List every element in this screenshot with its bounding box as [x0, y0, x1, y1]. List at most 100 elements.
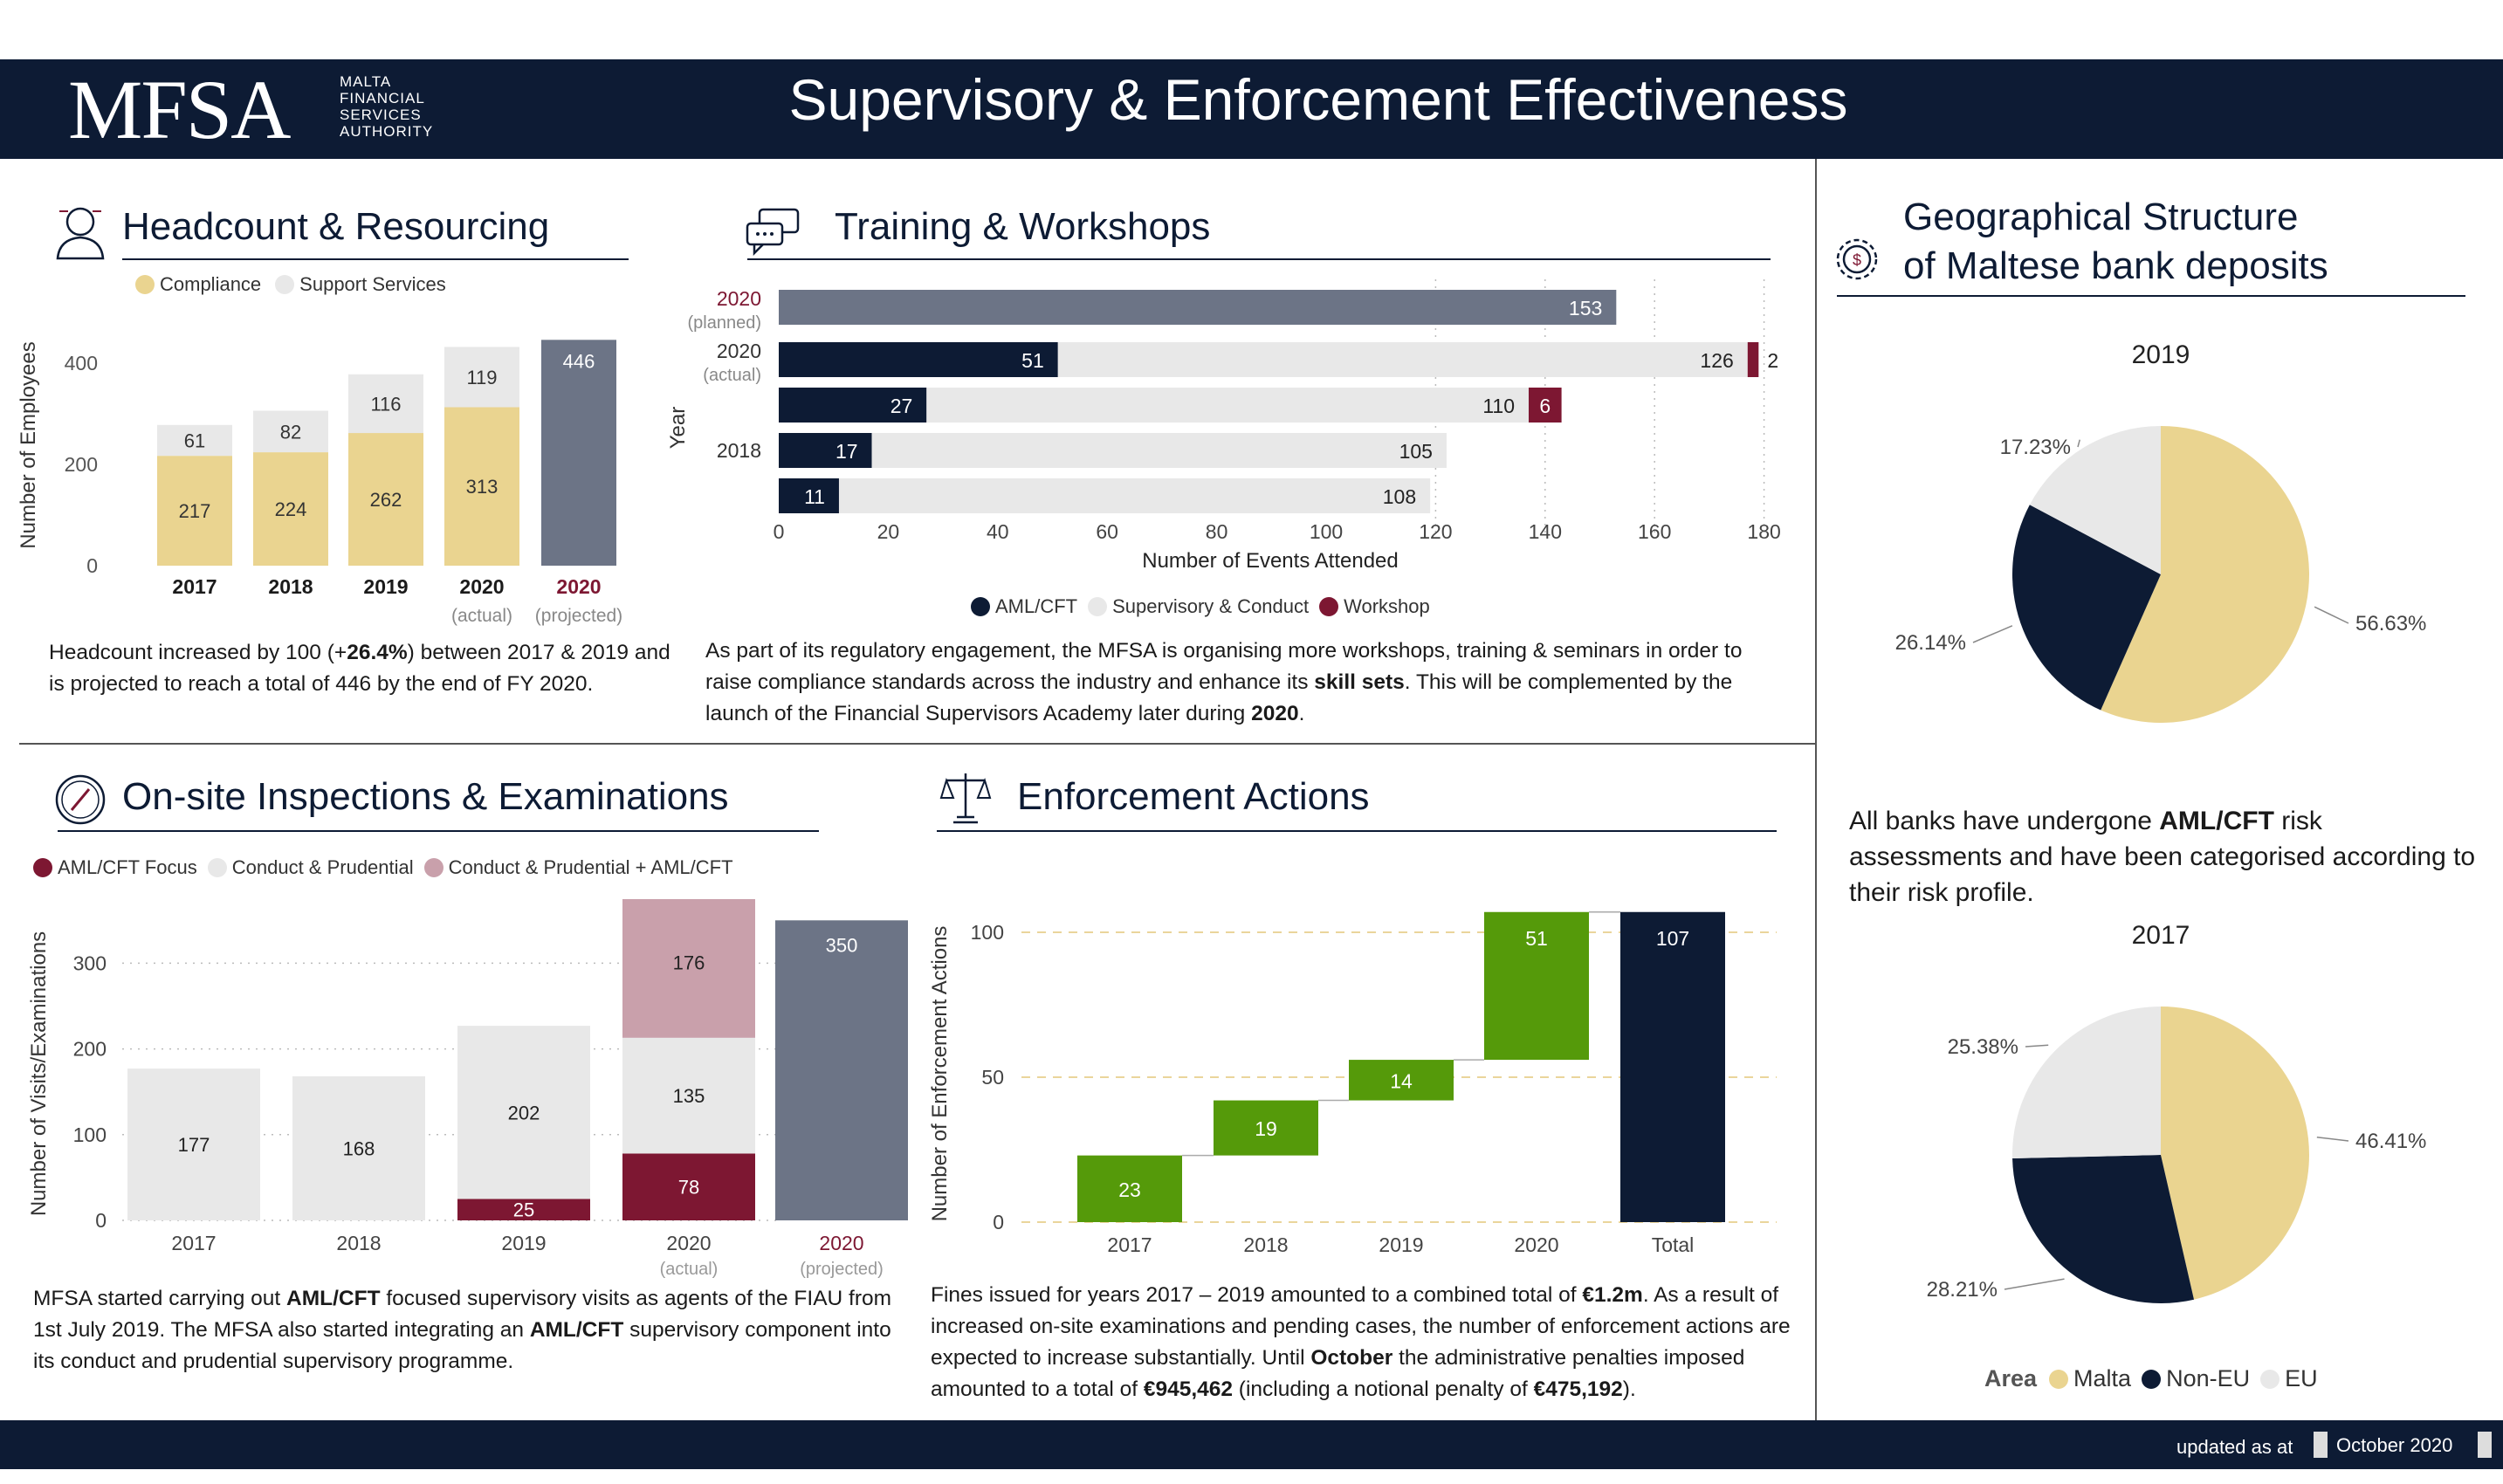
enforcement-y-tick: 0: [993, 1211, 1004, 1233]
enforcement-x-tick: Total: [1652, 1233, 1695, 1256]
headcount-x-sublabel: (projected): [535, 606, 622, 626]
headcount-y-tick: 0: [86, 554, 98, 577]
training-x-tick: 100: [1310, 520, 1343, 543]
headcount-bar-support: [444, 347, 519, 408]
inspections-y-tick: 0: [95, 1209, 107, 1232]
headcount-label-compliance: 313: [466, 476, 499, 498]
pie-value-label: 17.23%: [2000, 436, 2071, 459]
training-x-tick: 160: [1638, 520, 1671, 543]
training-row-sublabel: (planned): [687, 313, 761, 333]
gauge-icon: [55, 774, 106, 825]
inspections-x-tick: 2020: [666, 1232, 711, 1254]
training-x-tick: 20: [877, 520, 900, 543]
inspections-chart: Number of Visits/Examinations 0 100 200 300 1…: [27, 899, 908, 1279]
headcount-chart: Number of Employees 0 200 400 217 61 2017 224 82…: [17, 340, 622, 626]
training-x-tick: 60: [1096, 520, 1118, 543]
enforcement-x-tick: 2017: [1107, 1233, 1152, 1256]
legend-swatch-eu: [2260, 1369, 2280, 1389]
inspections-bar-segment: [775, 920, 908, 1220]
headcount-bar-compliance: [253, 452, 328, 566]
headcount-x-tick: 2017: [172, 575, 217, 598]
enforcement-x-tick: 2018: [1243, 1233, 1288, 1256]
training-label-planned: 153: [1569, 297, 1602, 319]
enforcement-bar-label: 19: [1255, 1117, 1277, 1140]
legend-label-support: Support Services: [299, 273, 446, 295]
training-x-tick: 140: [1529, 520, 1562, 543]
footer-updated-label: updated as at: [2176, 1436, 2293, 1458]
enforcement-bar-increment: [1214, 1100, 1318, 1156]
training-title-underline: [747, 258, 1771, 260]
legend-swatch-supervisory: [1088, 597, 1108, 616]
inspections-x-tick: 2018: [336, 1232, 381, 1254]
training-row-label: 2020: [717, 287, 761, 310]
pie-leader-line: [2004, 1278, 2065, 1290]
inspections-bar-label: 350: [826, 934, 858, 956]
headcount-bar-support: [157, 424, 232, 457]
legend-swatch-workshop: [1319, 597, 1339, 616]
legend-swatch-aml-focus: [33, 858, 52, 877]
pie-value-label: 56.63%: [2355, 612, 2426, 636]
training-x-tick: 80: [1206, 520, 1228, 543]
inspections-x-tick: 2017: [171, 1232, 216, 1254]
headcount-bar-projected: [541, 340, 616, 566]
training-row-label: 2020: [717, 340, 761, 362]
headcount-label-projected: 446: [563, 350, 595, 372]
training-label-aml: 27: [890, 395, 913, 417]
training-label-aml: 17: [835, 440, 858, 463]
headcount-label-support: 116: [370, 393, 401, 415]
training-label-supervisory: 110: [1482, 395, 1515, 417]
footer-bar: [0, 1420, 2503, 1469]
headcount-y-tick: 400: [65, 352, 98, 374]
pie-slice-non-eu: [2012, 1155, 2195, 1303]
enforcement-x-tick: 2019: [1379, 1233, 1423, 1256]
pie-leader-line: [2314, 606, 2349, 624]
inspections-y-tick: 100: [73, 1123, 107, 1146]
chat-icon: [746, 208, 800, 257]
training-label-supervisory: 108: [1383, 485, 1416, 508]
pie-slice-malta: [2161, 1007, 2309, 1300]
enforcement-bar-label: 107: [1656, 927, 1689, 950]
headcount-label-support: 61: [184, 429, 205, 451]
inspections-bar-segment: [127, 1068, 260, 1220]
geo-title-line1: Geographical Structure: [1903, 196, 2299, 238]
headcount-label-compliance: 262: [370, 489, 402, 511]
geo-title-underline: [1837, 295, 2465, 297]
enforcement-bar-increment: [1077, 1155, 1182, 1222]
training-bar-planned: [779, 290, 1617, 325]
inspections-bar-segment: [622, 899, 755, 1038]
inspections-title: On-site Inspections & Examinations: [122, 775, 729, 818]
legend-swatch-noneu: [2142, 1369, 2162, 1389]
training-label-supervisory: 126: [1700, 349, 1733, 372]
training-row-sublabel: (actual): [703, 366, 761, 385]
headcount-bar-compliance: [157, 456, 232, 566]
inspections-y-axis-label: Number of Visits/Examinations: [27, 931, 51, 1216]
training-row-label: 2018: [717, 439, 761, 462]
pie-value-label: 25.38%: [1948, 1035, 2018, 1059]
headcount-bar-compliance: [444, 407, 519, 566]
headcount-bar-support: [253, 410, 328, 453]
training-bar-workshop: [1747, 342, 1759, 377]
training-bar-supervisory: [871, 433, 1447, 468]
training-label-supervisory: 105: [1399, 440, 1433, 463]
legend-swatch-support: [275, 275, 295, 294]
inspections-y-tick: 300: [73, 952, 107, 974]
pie-slice-non-eu: [2012, 505, 2161, 711]
training-x-tick: 180: [1747, 520, 1780, 543]
inspections-bar-label: 177: [178, 1134, 210, 1156]
pie-title: 2017: [2132, 921, 2190, 950]
enforcement-bar-label: 14: [1390, 1069, 1413, 1092]
headcount-label-compliance: 224: [275, 498, 307, 520]
pie-chart-2017: 2017 46.41% 28.21% 25.38%: [1927, 921, 2426, 1303]
inspections-bar-segment: [457, 1026, 590, 1199]
page-title: Supervisory & Enforcement Effectiveness: [788, 67, 1848, 132]
training-y-axis-label: Year: [666, 407, 690, 450]
pie-chart-2019: 2019 56.63% 26.14% 17.23%: [1895, 340, 2426, 723]
pie-slice-eu: [2012, 1007, 2161, 1159]
headcount-label-support: 82: [280, 421, 301, 443]
inspections-bar-label: 135: [673, 1085, 705, 1107]
pie-slice-malta: [2101, 426, 2309, 723]
headcount-x-sublabel: (actual): [451, 606, 512, 626]
inspections-x-tick: 2019: [501, 1232, 546, 1254]
headcount-label-compliance: 217: [179, 500, 211, 522]
legend-swatch-compliance: [135, 275, 155, 294]
